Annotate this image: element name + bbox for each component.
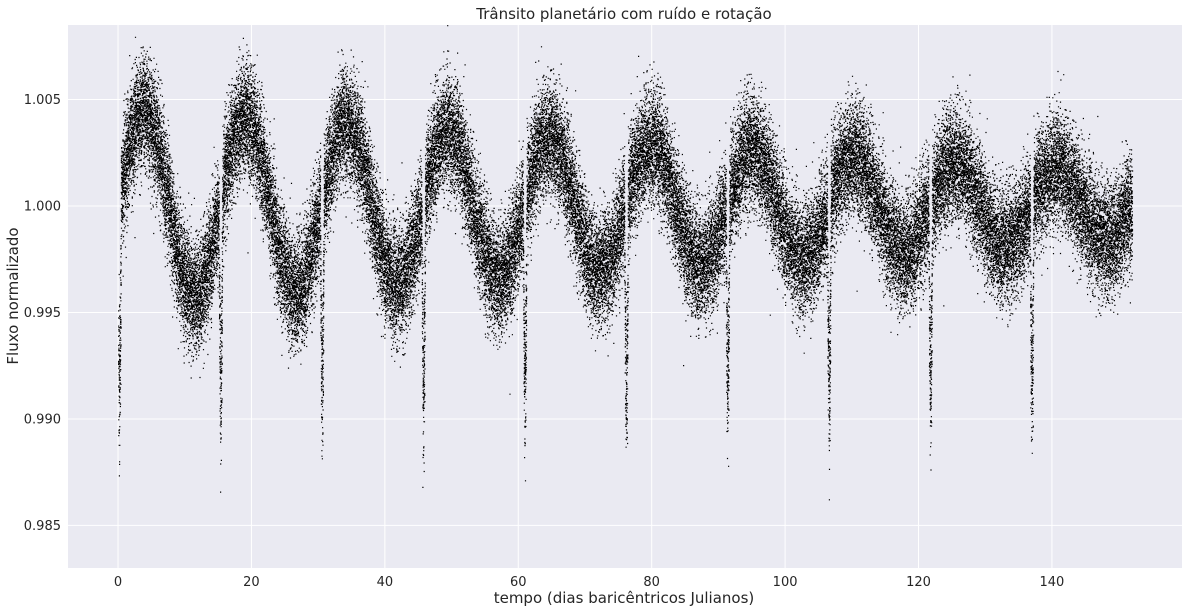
x-tick-label: 140 (1040, 575, 1065, 590)
y-axis-label: Fluxo normalizado (4, 227, 22, 364)
x-tick-label: 40 (377, 575, 394, 590)
x-tick-label: 120 (906, 575, 931, 590)
y-tick-label: 1.000 (24, 200, 61, 215)
chart-title: Trânsito planetário com ruído e rotação (475, 5, 771, 23)
x-axis-label: tempo (dias baricêntricos Julianos) (494, 589, 755, 607)
y-tick-label: 0.995 (24, 306, 61, 321)
y-tick-label: 0.990 (24, 412, 61, 427)
x-tick-label: 60 (510, 575, 527, 590)
x-tick-label: 20 (243, 575, 260, 590)
x-tick-label: 100 (773, 575, 798, 590)
tick-labels: 0 20 40 60 80 100 120 140 0.985 0.990 0.995 1.000 1.… (24, 93, 1065, 590)
data-series-layer (118, 25, 1134, 501)
flux-scatter-points (118, 25, 1134, 501)
x-tick-label: 80 (643, 575, 660, 590)
y-tick-label: 0.985 (24, 519, 61, 534)
x-tick-label: 0 (114, 575, 122, 590)
plot-area (68, 25, 1182, 568)
y-tick-label: 1.005 (24, 93, 61, 108)
